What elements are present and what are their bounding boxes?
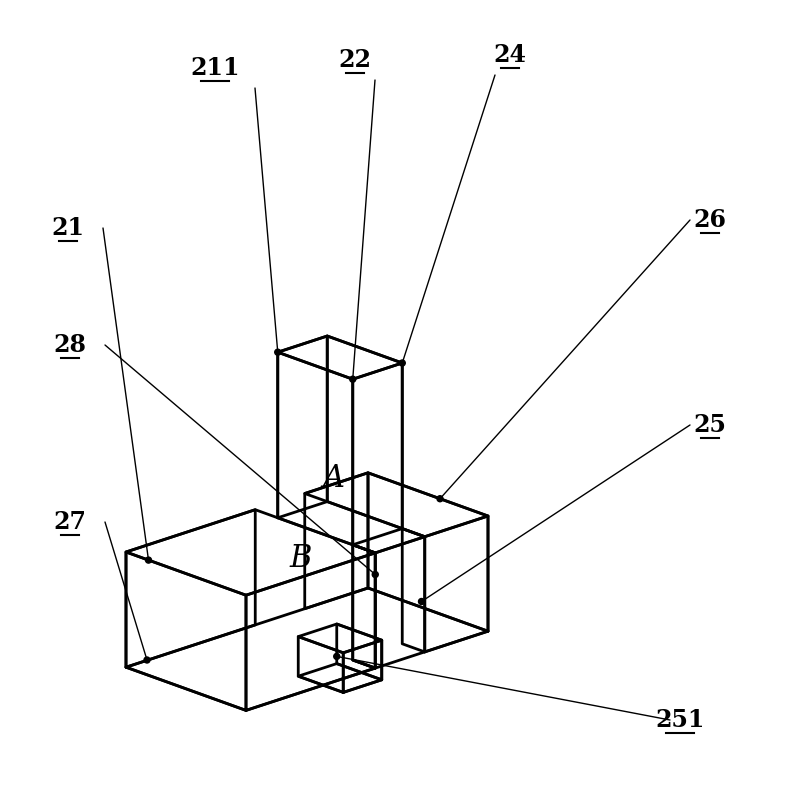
Circle shape — [334, 654, 340, 659]
Circle shape — [372, 571, 378, 578]
Circle shape — [399, 360, 406, 366]
Text: 251: 251 — [655, 708, 705, 732]
Text: 24: 24 — [494, 43, 526, 67]
Text: 28: 28 — [54, 333, 86, 357]
Circle shape — [274, 349, 281, 355]
Text: 211: 211 — [190, 56, 240, 80]
Text: 21: 21 — [51, 216, 85, 240]
Text: 25: 25 — [694, 413, 726, 437]
Circle shape — [437, 496, 443, 502]
Circle shape — [350, 376, 356, 382]
Text: 27: 27 — [54, 510, 86, 534]
Text: B: B — [290, 543, 312, 574]
Circle shape — [144, 657, 150, 663]
Text: 22: 22 — [338, 48, 371, 72]
Text: A: A — [322, 462, 345, 494]
Circle shape — [418, 598, 425, 605]
Circle shape — [146, 557, 151, 563]
Text: 26: 26 — [694, 208, 726, 232]
